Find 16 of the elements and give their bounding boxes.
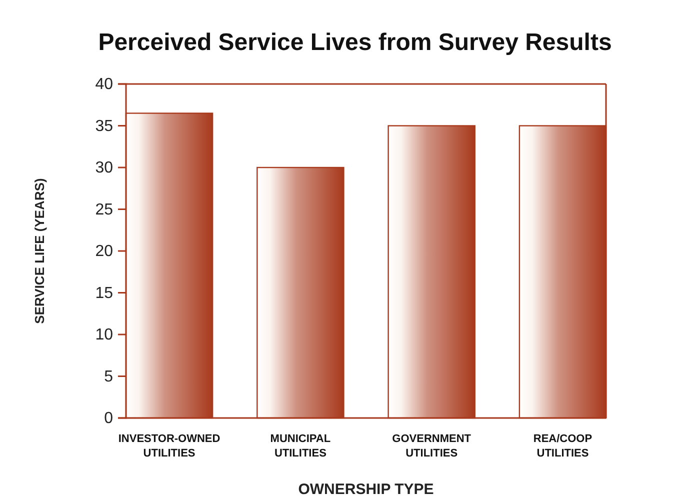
x-tick-label: MUNICIPAL UTILITIES — [270, 432, 331, 460]
y-tick-label: 25 — [95, 201, 114, 218]
x-tick-label: GOVERNMENT UTILITIES — [392, 432, 472, 460]
x-axis-title: OWNERSHIP TYPE — [298, 481, 434, 498]
y-axis-title: SERVICE LIFE (YEARS) — [32, 178, 47, 324]
x-tick-label: INVESTOR-OWNED UTILITIES — [118, 432, 220, 460]
y-tick-label: 40 — [95, 76, 114, 94]
y-tick-label: 5 — [104, 368, 114, 386]
y-tick-label: 15 — [95, 284, 114, 302]
y-tick-label: 10 — [95, 326, 114, 344]
x-tick-label: REA/COOP UTILITIES — [533, 432, 592, 460]
y-tick-label: 20 — [95, 243, 114, 260]
y-tick-label: 0 — [104, 410, 114, 428]
chart-title: Perceived Service Lives from Survey Results — [98, 29, 612, 56]
y-tick-label: 30 — [95, 160, 114, 177]
y-tick-label: 35 — [95, 118, 114, 135]
